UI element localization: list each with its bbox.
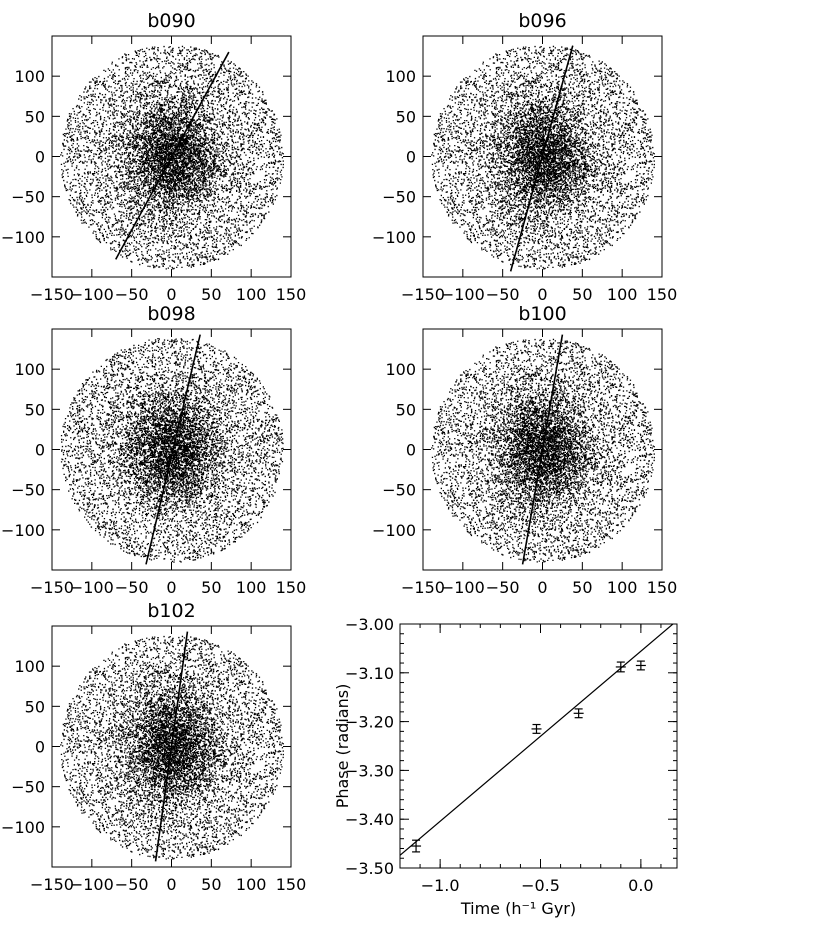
x-tick-label: −100 (441, 285, 485, 304)
x-tick-label: −100 (70, 875, 114, 894)
x-tick-label: 0 (166, 875, 176, 894)
y-tick-label: −50 (11, 481, 45, 500)
bar-axis-line (521, 334, 564, 565)
y-tick-label: −100 (1, 818, 45, 837)
y-tick-label: 0 (35, 148, 45, 167)
x-tick-label: 50 (201, 578, 221, 597)
x-tick-label: −100 (70, 285, 114, 304)
y-tick-label: −50 (382, 188, 416, 207)
y-tick-label: −3.30 (345, 761, 394, 780)
x-tick-label: −1.0 (421, 876, 460, 895)
x-tick-label: −50 (486, 578, 520, 597)
x-tick-label: −150 (401, 578, 445, 597)
x-tick-label: 100 (236, 285, 267, 304)
plot-frame (399, 623, 678, 869)
panel-title: b102 (147, 600, 195, 622)
x-tick-label: 50 (201, 875, 221, 894)
y-tick-label: −50 (11, 778, 45, 797)
x-tick-label: −50 (115, 578, 149, 597)
y-tick-label: −50 (382, 481, 416, 500)
y-tick-label: 50 (25, 697, 45, 716)
y-tick-label: 0 (406, 148, 416, 167)
x-axis-label: Time (h⁻¹ Gyr) (460, 899, 576, 918)
x-tick-label: 0 (166, 285, 176, 304)
y-tick-label: 100 (14, 360, 45, 379)
x-tick-label: −50 (115, 285, 149, 304)
phase-time-panel: −1.0 −0.5 0.0 −3.50 −3.40 −3.30 −3.20 −3.10 −3.0… (333, 615, 678, 918)
y-tick-label: 50 (25, 400, 45, 419)
y-tick-label: 0 (35, 441, 45, 460)
y-tick-label: 100 (385, 67, 416, 86)
data-point (411, 839, 422, 853)
bar-axis-line (145, 334, 201, 565)
data-point (615, 661, 626, 673)
x-tick-label: 150 (276, 875, 307, 894)
panel-title: b090 (147, 10, 195, 32)
x-tick-label: 150 (647, 578, 678, 597)
y-tick-label: −3.20 (345, 713, 394, 732)
panel-title: b096 (518, 10, 566, 32)
x-tick-label: −100 (441, 578, 485, 597)
x-tick-label: 100 (236, 875, 267, 894)
y-tick-label: 0 (35, 738, 45, 757)
x-tick-label: 50 (201, 285, 221, 304)
x-tick-label: −100 (70, 578, 114, 597)
y-tick-label: 50 (25, 107, 45, 126)
y-tick-label: 100 (14, 67, 45, 86)
y-tick-label: −100 (1, 228, 45, 247)
x-tick-label: 0 (166, 578, 176, 597)
bar-axis-line (154, 631, 189, 862)
y-tick-label: 0 (406, 441, 416, 460)
x-tick-label: −150 (30, 285, 74, 304)
y-tick-label: −50 (11, 188, 45, 207)
x-tick-label: 150 (647, 285, 678, 304)
x-tick-label: 150 (276, 578, 307, 597)
y-tick-label: 50 (396, 107, 416, 126)
x-tick-label: −50 (115, 875, 149, 894)
panel-title: b100 (518, 303, 566, 325)
x-tick-label: −0.5 (521, 876, 560, 895)
x-tick-label: 0 (537, 578, 547, 597)
x-tick-label: −150 (401, 285, 445, 304)
y-tick-label: 100 (385, 360, 416, 379)
x-tick-label: −50 (486, 285, 520, 304)
y-tick-label: −3.10 (345, 664, 394, 683)
data-point (531, 723, 542, 734)
y-tick-label: −100 (372, 228, 416, 247)
fit-line (400, 624, 674, 856)
y-tick-label: −3.00 (345, 615, 394, 634)
x-tick-label: 100 (236, 578, 267, 597)
y-tick-label: −3.50 (345, 859, 394, 878)
x-tick-label: 150 (276, 285, 307, 304)
bar-axis-line (115, 51, 230, 260)
y-tick-label: −100 (1, 521, 45, 540)
y-tick-label: −100 (372, 521, 416, 540)
x-tick-label: 0.0 (628, 876, 653, 895)
particle-points (431, 45, 655, 270)
y-tick-label: 50 (396, 400, 416, 419)
x-tick-label: 100 (607, 285, 638, 304)
bar-axis-line (509, 45, 574, 272)
x-tick-label: −150 (30, 875, 74, 894)
y-tick-label: −3.40 (345, 810, 394, 829)
y-tick-label: 100 (14, 657, 45, 676)
y-axis-label: Phase (radians) (333, 684, 352, 809)
data-point (573, 708, 584, 719)
x-tick-label: −150 (30, 578, 74, 597)
x-tick-label: 100 (607, 578, 638, 597)
x-tick-label: 50 (572, 578, 592, 597)
data-point (635, 660, 646, 671)
panel-title: b098 (147, 303, 195, 325)
x-tick-label: 0 (537, 285, 547, 304)
x-tick-label: 50 (572, 285, 592, 304)
